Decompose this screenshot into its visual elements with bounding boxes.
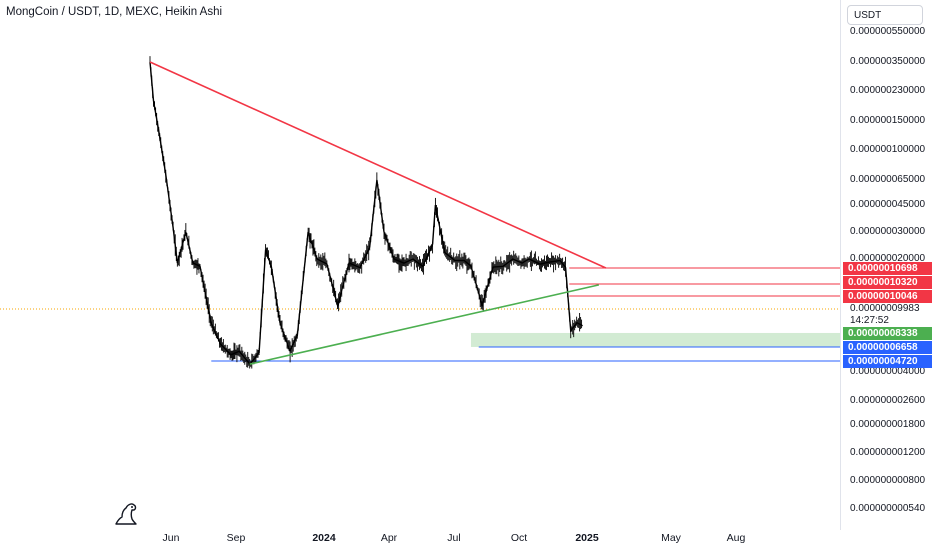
bar-countdown: 14:27:52 (850, 315, 889, 326)
descending-resistance-trendline (149, 61, 607, 269)
chart-title: MongCoin / USDT, 1D, MEXC, Heikin Ashi (6, 6, 223, 18)
current-price-label: 0.00000009983 (850, 303, 920, 314)
price-level-badge: 0.00000010320 (843, 276, 932, 289)
x-tick-label: Aug (726, 532, 746, 544)
x-tick-label: Oct (510, 532, 528, 544)
price-level-badge: 0.00000010046 (843, 290, 932, 303)
y-tick-label: 0.000000000800 (850, 475, 926, 486)
y-tick-label: 0.000000000540 (850, 503, 926, 514)
y-tick-label: 0.000000030000 (850, 226, 926, 237)
price-level-badge: 0.00000006658 (843, 341, 932, 354)
x-tick-label: 2024 (312, 532, 336, 544)
y-tick-label: 0.000000100000 (850, 144, 926, 155)
currency-selector[interactable]: USDT (847, 5, 923, 25)
tradingview-logo-icon (114, 500, 140, 526)
x-tick-label: May (661, 532, 681, 544)
ascending-support-trendline (249, 284, 600, 365)
candlestick-chart[interactable] (0, 0, 840, 550)
price-level-badge: 0.00000004720 (843, 355, 932, 368)
price-axis[interactable]: USDT 0.000000550000 0.000000350000 0.00000… (840, 0, 932, 530)
x-tick-label: 2025 (575, 532, 599, 544)
x-tick-label: Jul (447, 532, 461, 544)
y-tick-label: 0.000000004000 (850, 366, 926, 377)
y-tick-label: 0.000000001800 (850, 419, 926, 430)
support-zone (470, 332, 840, 347)
x-tick-label: Sep (226, 532, 246, 544)
y-tick-label: 0.000000002600 (850, 395, 926, 406)
y-tick-label: 0.000000350000 (850, 56, 926, 67)
y-tick-label: 0.000000065000 (850, 174, 926, 185)
y-tick-label: 0.000000001200 (850, 447, 926, 458)
price-level-badge: 0.00000008338 (843, 327, 932, 340)
x-tick-label: Jun (162, 532, 180, 544)
price-level-badge: 0.00000010698 (843, 262, 932, 275)
y-tick-label: 0.000000045000 (850, 199, 926, 210)
y-tick-label: 0.000000020000 (850, 253, 926, 264)
y-tick-label: 0.000000150000 (850, 115, 926, 126)
price-series-line (149, 61, 583, 366)
y-tick-label: 0.000000550000 (850, 26, 926, 37)
x-tick-label: Apr (380, 532, 398, 544)
y-tick-label: 0.000000230000 (850, 85, 926, 96)
